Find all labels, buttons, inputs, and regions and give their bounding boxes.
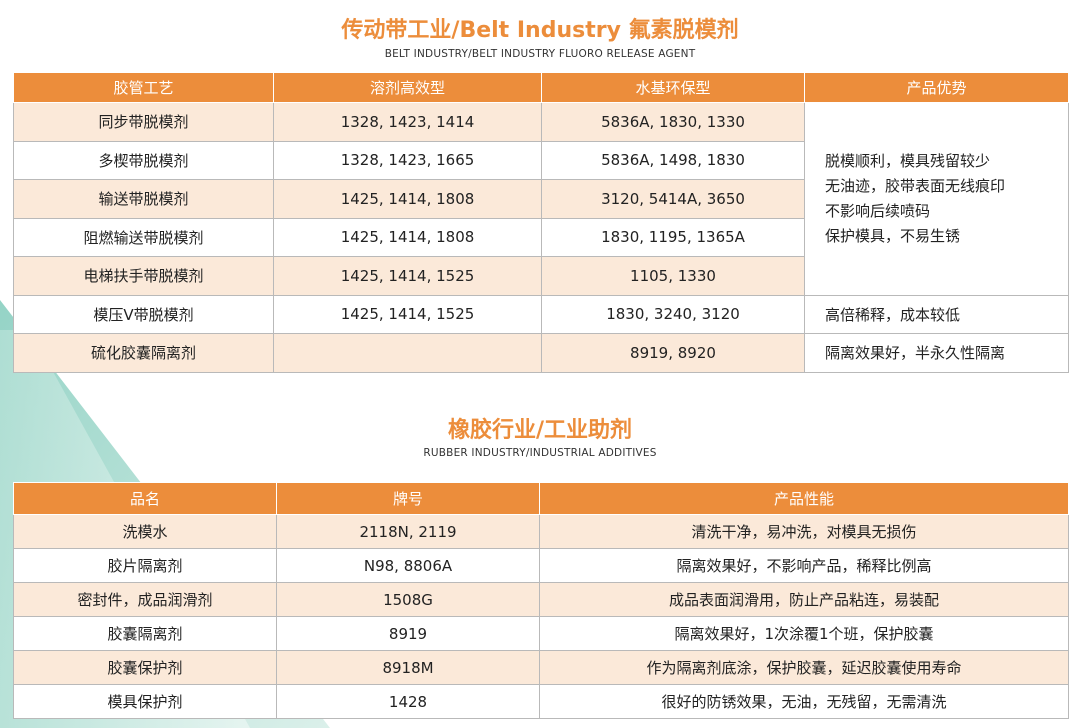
cell-process: 同步带脱模剂 — [13, 102, 274, 142]
cell-water: 8919, 8920 — [541, 333, 805, 373]
table-row: 阻燃输送带脱模剂 1425, 1414, 1808 1830, 1195, 13… — [13, 217, 1069, 257]
cell-advantage: 高倍稀释，成本较低 — [804, 294, 1069, 334]
cell-grade: 1428 — [276, 684, 540, 719]
cell-water: 5836A, 1830, 1330 — [541, 102, 805, 142]
advantage-line: 保护模具，不易生锈 — [825, 226, 961, 245]
table-row: 密封件，成品润滑剂 1508G 成品表面润滑用，防止产品粘连，易装配 — [13, 582, 1069, 617]
cell-process: 硫化胶囊隔离剂 — [13, 333, 274, 373]
table-row: 输送带脱模剂 1425, 1414, 1808 3120, 5414A, 365… — [13, 179, 1069, 219]
cell-product-name: 模具保护剂 — [13, 684, 277, 719]
table-row: 胶囊保护剂 8918M 作为隔离剂底涂，保护胶囊，延迟胶囊使用寿命 — [13, 650, 1069, 685]
table-row: 多楔带脱模剂 1328, 1423, 1665 5836A, 1498, 183… — [13, 140, 1069, 180]
col-header-solvent: 溶剂高效型 — [273, 72, 542, 103]
cell-process: 多楔带脱模剂 — [13, 140, 274, 180]
section1-subtitle: BELT INDUSTRY/BELT INDUSTRY FLUORO RELEA… — [384, 48, 696, 60]
table-row: 模压V带脱模剂 1425, 1414, 1525 1830, 3240, 312… — [13, 294, 1069, 334]
col-header-performance: 产品性能 — [539, 482, 1069, 515]
cell-water: 1105, 1330 — [541, 256, 805, 296]
col-header-grade: 牌号 — [276, 482, 540, 515]
table-row: 硫化胶囊隔离剂 8919, 8920 隔离效果好，半永久性隔离 — [13, 333, 1069, 373]
cell-solvent: 1425, 1414, 1808 — [273, 179, 542, 219]
cell-process: 阻燃输送带脱模剂 — [13, 217, 274, 257]
cell-grade: 8919 — [276, 616, 540, 651]
cell-performance: 很好的防锈效果，无油，无残留，无需清洗 — [539, 684, 1069, 719]
section2-title: 橡胶行业/工业助剂 — [447, 418, 633, 443]
cell-solvent: 1328, 1423, 1414 — [273, 102, 542, 142]
table-header-row: 品名 牌号 产品性能 — [13, 482, 1069, 515]
cell-product-name: 胶囊隔离剂 — [13, 616, 277, 651]
col-header-product-name: 品名 — [13, 482, 277, 515]
cell-water: 5836A, 1498, 1830 — [541, 140, 805, 180]
col-header-process: 胶管工艺 — [13, 72, 274, 103]
advantage-line: 不影响后续喷码 — [825, 201, 931, 220]
cell-advantage: 隔离效果好，半永久性隔离 — [804, 333, 1069, 373]
table-row: 电梯扶手带脱模剂 1425, 1414, 1525 1105, 1330 — [13, 256, 1069, 296]
rubber-additives-table: 品名 牌号 产品性能 洗模水 2118N, 2119 清洗干净，易冲洗，对模具无… — [13, 482, 1069, 719]
cell-process: 输送带脱模剂 — [13, 179, 274, 219]
cell-performance: 清洗干净，易冲洗，对模具无损伤 — [539, 514, 1069, 549]
cell-process: 电梯扶手带脱模剂 — [13, 256, 274, 296]
cell-solvent: 1328, 1423, 1665 — [273, 140, 542, 180]
section1-title: 传动带工业/Belt Industry 氟素脱模剂 — [341, 18, 739, 43]
cell-product-name: 胶囊保护剂 — [13, 650, 277, 685]
table-row: 胶囊隔离剂 8919 隔离效果好，1次涂覆1个班，保护胶囊 — [13, 616, 1069, 651]
advantage-line: 脱模顺利，模具残留较少 — [825, 151, 991, 170]
col-header-advantage: 产品优势 — [804, 72, 1069, 103]
cell-solvent: 1425, 1414, 1525 — [273, 294, 542, 334]
advantage-line: 无油迹，胶带表面无线痕印 — [825, 176, 1006, 195]
cell-solvent: 1425, 1414, 1525 — [273, 256, 542, 296]
cell-performance: 成品表面润滑用，防止产品粘连，易装配 — [539, 582, 1069, 617]
table-row: 模具保护剂 1428 很好的防锈效果，无油，无残留，无需清洗 — [13, 684, 1069, 719]
cell-advantage-block: 脱模顺利，模具残留较少 无油迹，胶带表面无线痕印 不影响后续喷码 保护模具，不易… — [804, 102, 1069, 296]
table-row: 胶片隔离剂 N98, 8806A 隔离效果好，不影响产品，稀释比例高 — [13, 548, 1069, 583]
cell-grade: 8918M — [276, 650, 540, 685]
cell-solvent — [273, 333, 542, 373]
cell-grade: N98, 8806A — [276, 548, 540, 583]
cell-water: 1830, 1195, 1365A — [541, 217, 805, 257]
cell-product-name: 密封件，成品润滑剂 — [13, 582, 277, 617]
cell-water: 3120, 5414A, 3650 — [541, 179, 805, 219]
table-row: 同步带脱模剂 1328, 1423, 1414 5836A, 1830, 133… — [13, 102, 1069, 296]
col-header-water: 水基环保型 — [541, 72, 805, 103]
cell-performance: 作为隔离剂底涂，保护胶囊，延迟胶囊使用寿命 — [539, 650, 1069, 685]
cell-performance: 隔离效果好，1次涂覆1个班，保护胶囊 — [539, 616, 1069, 651]
cell-performance: 隔离效果好，不影响产品，稀释比例高 — [539, 548, 1069, 583]
belt-release-agent-table: 胶管工艺 溶剂高效型 水基环保型 产品优势 同步带脱模剂 1328, 1423,… — [13, 72, 1069, 373]
table-header-row: 胶管工艺 溶剂高效型 水基环保型 产品优势 — [13, 72, 1069, 103]
table-row: 洗模水 2118N, 2119 清洗干净，易冲洗，对模具无损伤 — [13, 514, 1069, 549]
cell-water: 1830, 3240, 3120 — [541, 294, 805, 334]
cell-product-name: 胶片隔离剂 — [13, 548, 277, 583]
cell-grade: 1508G — [276, 582, 540, 617]
cell-solvent: 1425, 1414, 1808 — [273, 217, 542, 257]
cell-process: 模压V带脱模剂 — [13, 294, 274, 334]
cell-grade: 2118N, 2119 — [276, 514, 540, 549]
cell-product-name: 洗模水 — [13, 514, 277, 549]
section2-subtitle: RUBBER INDUSTRY/INDUSTRIAL ADDITIVES — [423, 447, 657, 459]
